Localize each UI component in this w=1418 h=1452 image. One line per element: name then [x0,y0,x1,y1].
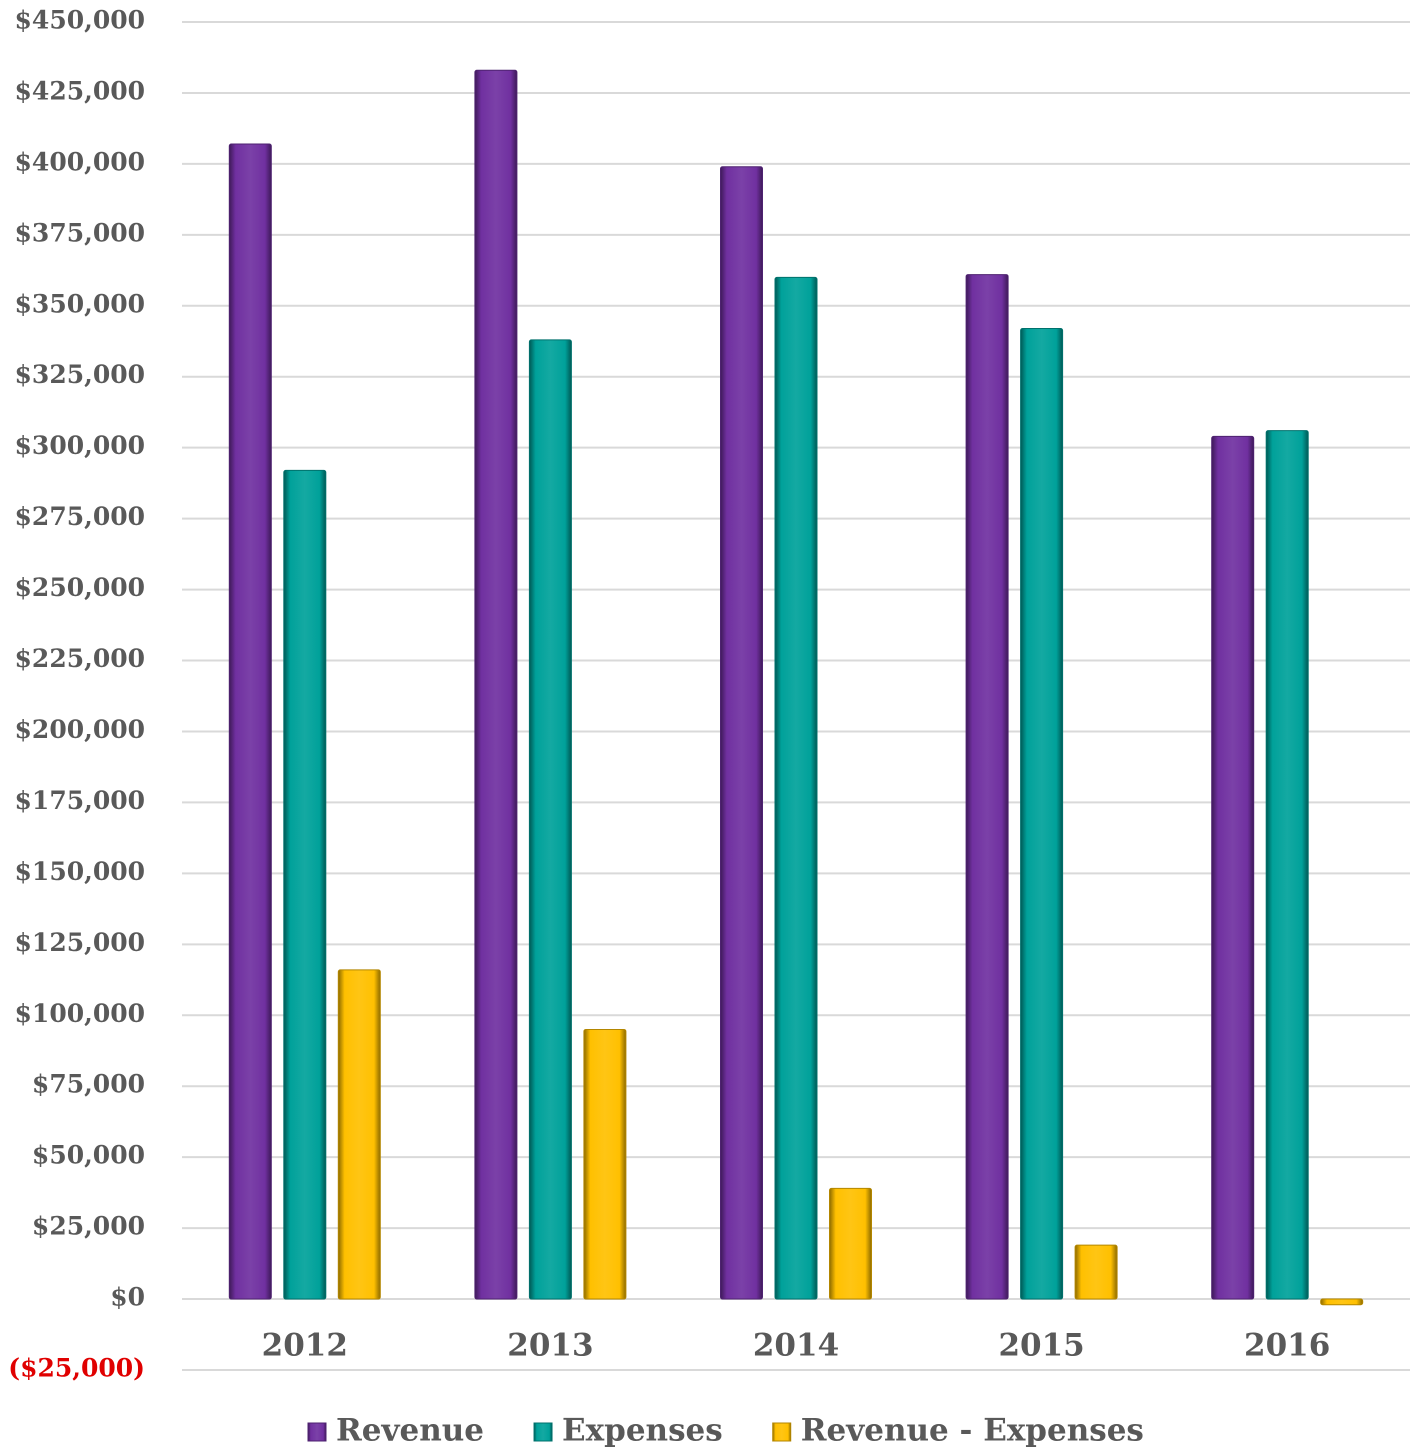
bar [228,143,272,1300]
bar [283,469,327,1300]
legend-marker [772,1422,792,1442]
x-tick-label: 2012 [262,1328,348,1364]
y-tick-label: $250,000 [15,573,145,602]
bar [1211,435,1255,1300]
bar [337,969,381,1300]
bar [829,1187,872,1300]
y-tick-label: $400,000 [15,147,145,176]
y-tick-label: $75,000 [32,1070,145,1099]
y-tick-label: ($25,000) [8,1354,145,1383]
y-tick-label: $350,000 [15,289,145,318]
y-tick-label: $200,000 [15,715,145,744]
y-tick-label: $450,000 [15,6,145,35]
x-tick-label: 2013 [507,1328,593,1364]
legend-label: Revenue [336,1413,484,1449]
y-tick-label: $100,000 [15,999,145,1028]
legend-label: Expenses [562,1413,723,1449]
y-tick-label: $300,000 [15,431,145,460]
bar [720,166,763,1300]
bar [583,1028,627,1300]
bar [1265,430,1309,1300]
bar [774,276,818,1300]
y-tick-label: $0 [110,1283,145,1312]
bar [965,274,1009,1300]
x-tick-label: 2016 [1244,1328,1330,1364]
y-tick-label: $150,000 [15,857,145,886]
x-tick-label: 2015 [998,1328,1084,1364]
y-tick-label: $50,000 [32,1141,145,1170]
bar [1320,1298,1364,1306]
bar [1020,327,1064,1300]
legend-label: Revenue - Expenses [801,1413,1144,1449]
y-tick-label: $125,000 [15,928,145,957]
y-tick-label: $425,000 [15,76,145,105]
x-tick-label: 2014 [753,1328,839,1364]
legend-marker [533,1422,553,1442]
y-tick-label: $175,000 [15,786,145,815]
bar [474,69,518,1300]
y-tick-label: $25,000 [32,1212,145,1241]
bar [528,339,572,1300]
legend-marker [307,1422,327,1442]
bar [1074,1244,1118,1300]
y-tick-label: $225,000 [15,644,145,673]
y-tick-label: $325,000 [15,360,145,389]
y-tick-label: $375,000 [15,218,145,247]
y-tick-label: $275,000 [15,502,145,531]
